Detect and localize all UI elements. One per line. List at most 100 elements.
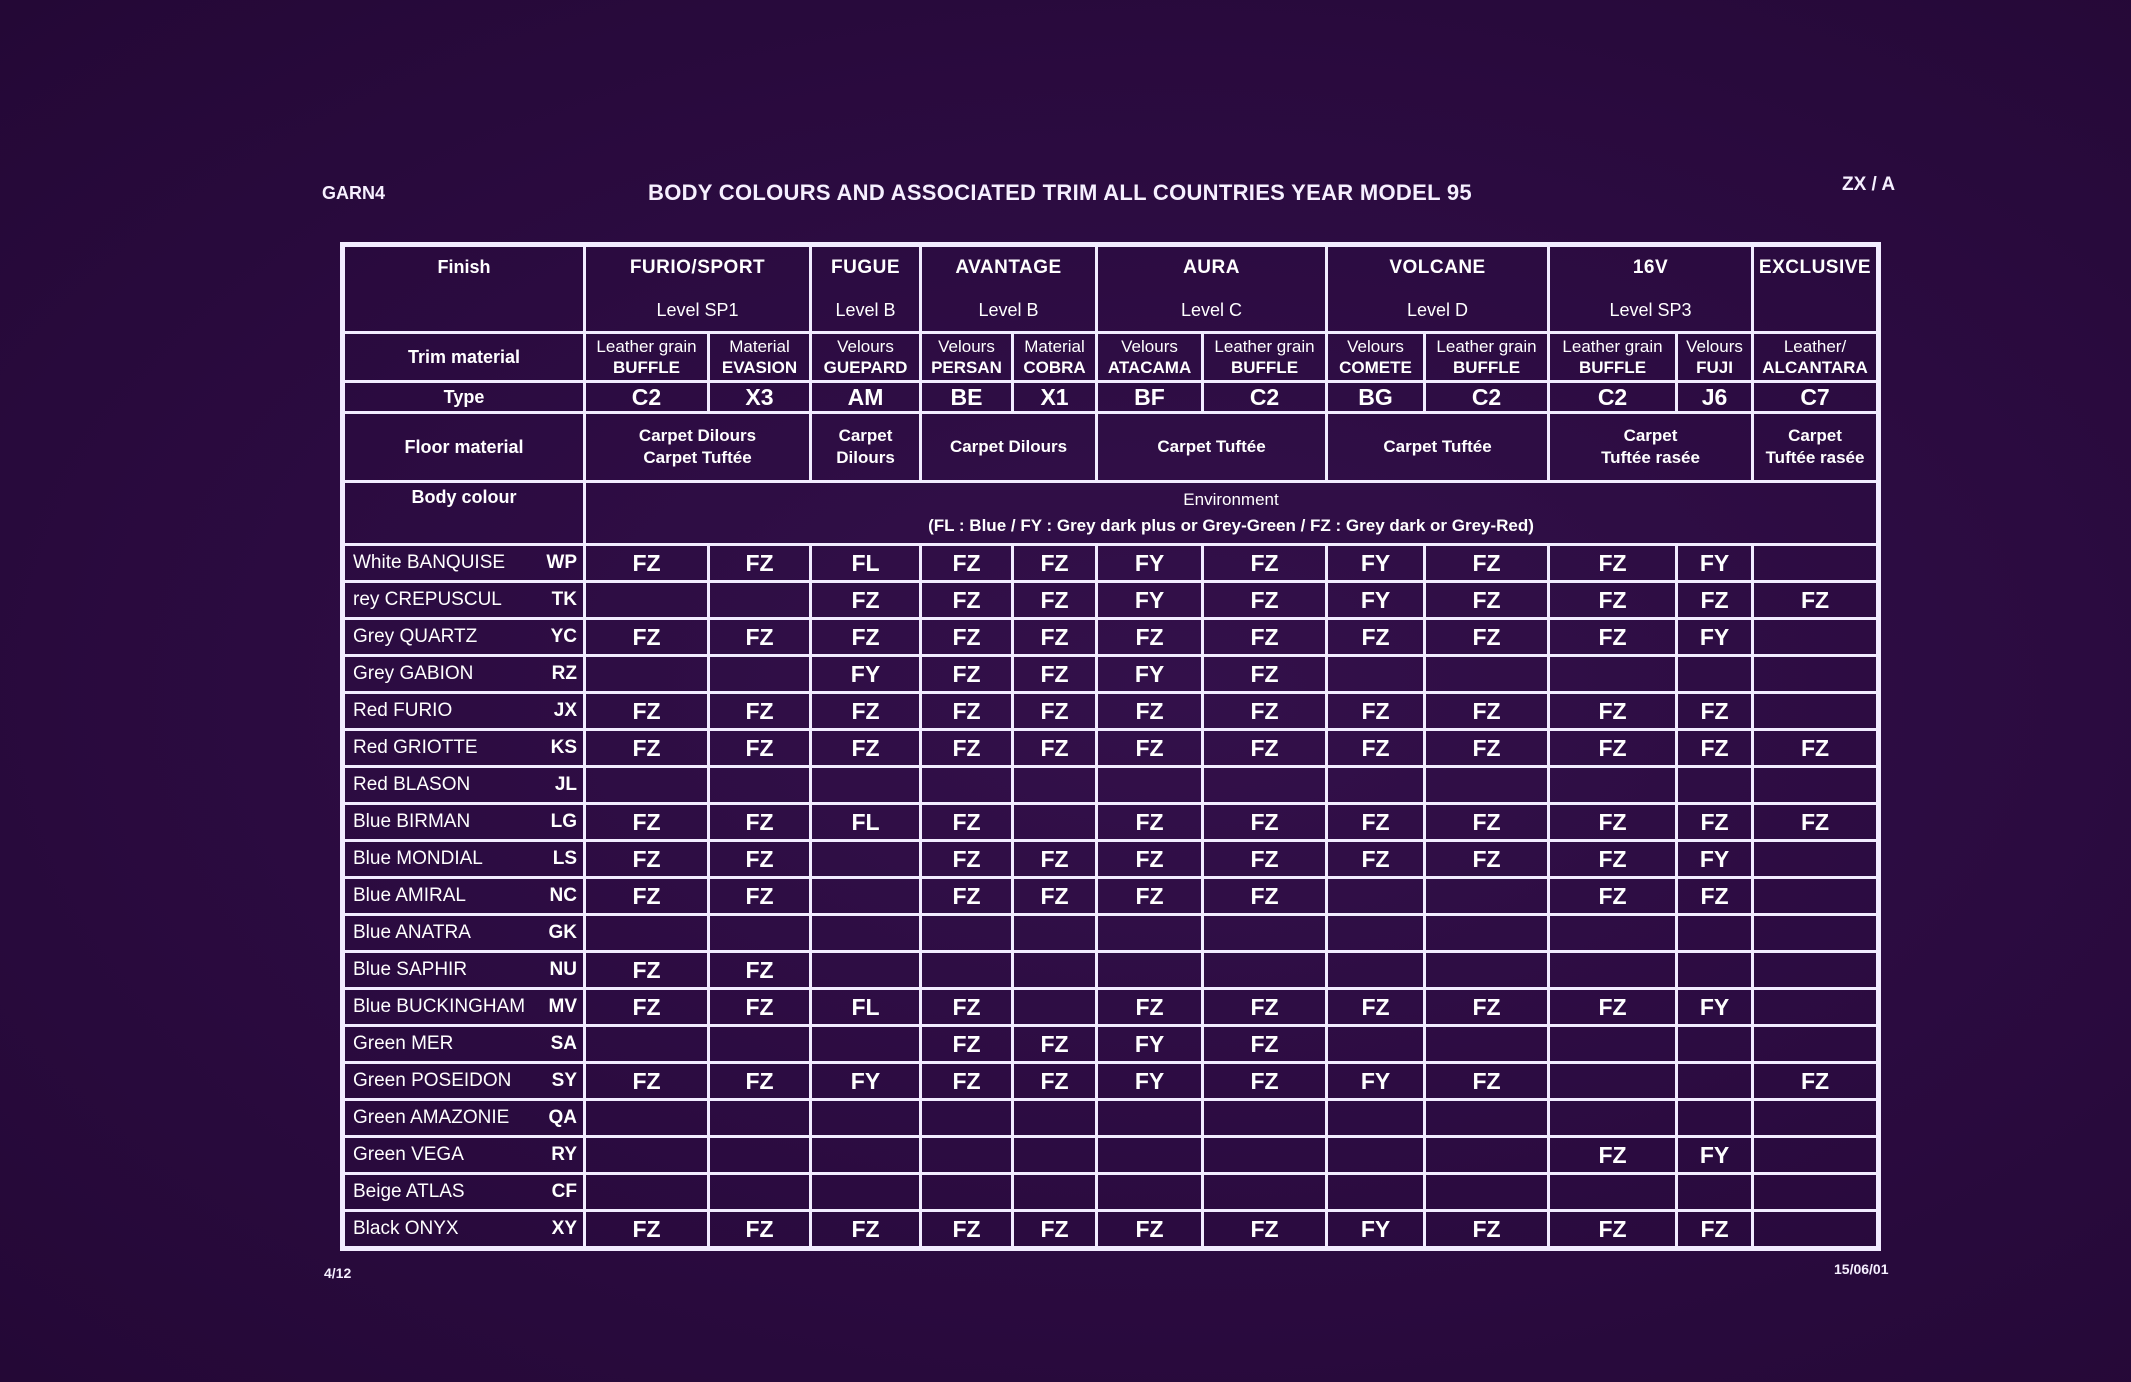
body-colour-name: Blue MONDIAL [353,848,483,869]
floor-line-2: Tuftée rasée [1601,448,1700,467]
environment-code-cell: FZ [1751,728,1881,768]
environment-code-cell [1547,913,1679,953]
body-colour-code: LS [552,848,577,869]
environment-code-cell [1423,1024,1551,1064]
body-colour-code: GK [548,922,578,943]
body-colour-cell: Blue BUCKINGHAM MV [341,987,586,1027]
trim-name: COMETE [1339,358,1412,377]
table-row: Grey QUARTZ YC FZ FZ FZ FZ FZ FZ FZ FZ FZ FZ FY [341,617,1881,657]
environment-code-cell [1547,654,1679,694]
body-colour-name: Grey QUARTZ [353,626,478,647]
finish-head: FURIO/SPORT Level SP1 [588,257,808,321]
floor-line-2: Tuftée rasée [1765,448,1865,467]
floor-line-1: Carpet Dilours [638,426,757,445]
table-row: Green VEGA RY FZ FY [341,1135,1881,1175]
environment-code-cell: FZ [1675,802,1755,842]
environment-code-cell: FZ [1423,691,1551,731]
environment-code-cell [1423,765,1551,805]
environment-code-cell: FZ [1201,617,1329,657]
environment-code-cell: FZ [1547,1209,1679,1250]
environment-code-cell [1675,1172,1755,1212]
floor-line-1: Carpet [1788,426,1842,445]
environment-code-cell [1675,1061,1755,1101]
finish-cell: 16V Level SP3 [1547,243,1755,334]
table-row: Blue SAPHIR NU FZ FZ [341,950,1881,990]
environment-code-cell [707,1172,812,1212]
environment-code-cell [919,913,1014,953]
environment-code-cell: FZ [1095,987,1205,1027]
environment-code-cell [1095,1172,1205,1212]
floor-line-1: Carpet Tuftée [1157,437,1266,456]
body-colour-label-wrap: Green AMAZONIE QA [346,1107,582,1129]
environment-code-cell: FZ [919,1024,1014,1064]
trim-type: X1 [1010,380,1099,414]
environment-code-cell [1547,1024,1679,1064]
environment-code-cell [707,580,812,620]
environment-code-cell: FZ [1547,802,1679,842]
environment-code-cell [1201,765,1329,805]
environment-code-cell [1751,913,1881,953]
body-colour-label-wrap: Blue BIRMAN LG [346,811,582,833]
doc-date: 15/06/01 [1834,1261,1889,1277]
environment-code-cell [707,765,812,805]
table-row: Grey GABION RZ FY FZ FZ FY FZ [341,654,1881,694]
trim-name: EVASION [721,358,798,377]
finish-name: 16V [1632,257,1669,278]
environment-code-cell: FZ [919,580,1014,620]
table-row: rey CREPUSCUL TK FZ FZ FZ FY FZ FY FZ FZ FZ FZ [341,580,1881,620]
trim-type: X3 [707,380,812,414]
floor-cell: Carpet Tuftée rasée [1751,411,1881,483]
environment-code-cell [1423,654,1551,694]
environment-code-cell: FZ [1547,691,1679,731]
body-colour-code: TK [551,589,577,610]
body-colour-label-wrap: Grey GABION RZ [346,663,582,685]
trim-type: C2 [1423,380,1551,414]
environment-code-cell [919,765,1014,805]
floor-cell: Carpet Dilours Carpet Tuftée [583,411,812,483]
environment-code-cell: FZ [1547,876,1679,916]
environment-code-cell: FZ [707,1209,812,1250]
finish-name: FURIO/SPORT [629,257,766,278]
environment-code-cell: FZ [1423,580,1551,620]
environment-code-cell: FZ [1201,691,1329,731]
trim-type: BG [1325,380,1427,414]
environment-code-cell: FY [809,654,922,694]
body-colour-cell: Green VEGA RY [341,1135,586,1175]
body-colour-cell: rey CREPUSCUL TK [341,580,586,620]
body-colour-cell: Red GRIOTTE KS [341,728,586,768]
environment-code-cell [583,654,710,694]
environment-code-cell: FZ [1751,580,1881,620]
environment-code-cell [1751,1209,1881,1250]
environment-code-cell: FY [1095,543,1205,583]
finish-head: 16V Level SP3 [1552,257,1750,321]
environment-code-cell [809,839,922,879]
environment-code-cell: FZ [1010,691,1099,731]
environment-code-cell: FZ [1095,839,1205,879]
body-colour-code: KS [550,737,577,758]
environment-code-cell: FY [1675,617,1755,657]
environment-code-cell [1010,765,1099,805]
body-colour-code: MV [548,996,578,1017]
environment-code-cell [1751,950,1881,990]
body-colour-cell: White BANQUISE WP [341,543,586,583]
environment-code-cell [809,876,922,916]
finish-level: Level D [1407,300,1469,320]
trim-material-label: Trim material [341,331,586,383]
environment-code-cell: FZ [1201,839,1329,879]
environment-code-cell: FZ [1010,1024,1099,1064]
body-colour-label-wrap: Blue SAPHIR NU [346,959,582,981]
page-number: 4/12 [324,1265,352,1281]
environment-code-cell: FY [1675,839,1755,879]
environment-code-cell [1201,950,1329,990]
environment-code-cell: FZ [583,839,710,879]
environment-code-cell: FZ [919,839,1014,879]
trim-cell: Leather/ALCANTARA [1751,331,1881,383]
finish-name: FUGUE [831,257,900,278]
environment-code-cell: FZ [1010,728,1099,768]
body-colour-label-wrap: Red FURIO JX [346,700,582,722]
trim-cell: Material EVASION [707,331,812,383]
body-colour-code: JL [554,774,577,795]
environment-code-cell: FZ [1095,876,1205,916]
